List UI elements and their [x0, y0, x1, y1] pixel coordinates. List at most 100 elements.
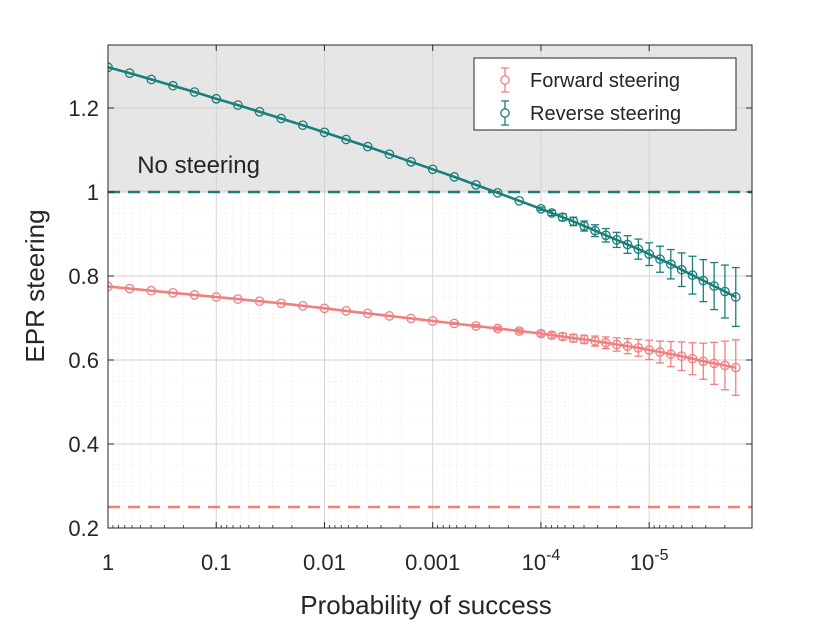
data-point-forward	[427, 316, 438, 326]
data-point-reverse	[687, 270, 698, 281]
x-tick-label: 10-4	[522, 547, 561, 575]
x-tick-label: 1	[102, 550, 114, 575]
data-point-reverse	[622, 239, 633, 250]
data-point-reverse	[579, 221, 590, 231]
data-point-forward	[590, 336, 600, 346]
data-point-reverse	[319, 127, 330, 138]
data-point-forward	[514, 326, 525, 336]
data-point-reverse	[590, 225, 600, 236]
y-tick-label: 0.6	[68, 348, 99, 373]
data-point-forward	[471, 321, 481, 331]
no-steering-label: No steering	[137, 152, 260, 179]
series-layer	[108, 62, 741, 396]
data-point-forward	[665, 349, 676, 359]
data-point-reverse	[297, 120, 308, 131]
data-point-reverse	[384, 149, 395, 160]
data-point-reverse	[406, 156, 416, 167]
x-tick-label: 0.1	[201, 550, 232, 575]
data-point-forward	[276, 298, 287, 309]
data-point-forward	[449, 318, 460, 329]
data-point-forward	[297, 300, 308, 311]
data-point-forward	[709, 358, 719, 369]
data-point-forward	[124, 283, 135, 294]
axes: 1 0.1 0.01 0.001 10-4 10-5 0.2 0.4 0.6 0.8 1 1.2	[68, 45, 752, 575]
data-point-forward	[254, 296, 265, 307]
data-point-forward	[633, 342, 644, 353]
data-point-forward	[655, 347, 665, 357]
data-point-reverse	[644, 249, 655, 260]
y-axis-label: EPR steering	[20, 209, 50, 362]
legend: Forward steering Reverse steering	[473, 57, 737, 131]
data-point-forward	[536, 328, 546, 339]
plot-frame	[107, 44, 753, 529]
data-point-forward	[644, 345, 655, 355]
data-point-forward	[384, 311, 395, 321]
data-point-forward	[146, 285, 157, 296]
y-tick-label: 0.2	[68, 516, 99, 541]
data-point-reverse	[124, 68, 135, 78]
data-point-reverse	[514, 195, 525, 206]
x-tick-label: 0.01	[303, 550, 346, 575]
x-tick-label: 10-5	[630, 547, 669, 575]
data-point-reverse	[536, 203, 546, 214]
data-point-forward	[341, 306, 351, 316]
legend-label-reverse: Reverse steering	[530, 103, 681, 125]
data-point-reverse	[146, 74, 157, 85]
y-tick-label: 1	[87, 180, 99, 205]
data-point-reverse	[557, 212, 568, 223]
data-point-forward	[319, 303, 330, 314]
legend-marker-forward	[500, 75, 510, 85]
data-point-forward	[611, 339, 622, 350]
data-point-forward	[362, 308, 373, 319]
data-point-forward	[687, 353, 698, 364]
legend-marker-reverse	[500, 108, 510, 118]
data-point-forward	[168, 287, 178, 298]
data-point-reverse	[601, 230, 611, 241]
data-point-reverse	[568, 216, 579, 227]
legend-label-forward: Forward steering	[530, 70, 680, 92]
data-point-forward	[720, 360, 730, 371]
y-tick-label: 0.4	[68, 432, 99, 457]
data-point-forward	[579, 334, 590, 345]
y-tick-label: 0.8	[68, 264, 99, 289]
data-point-reverse	[655, 254, 665, 265]
data-point-reverse	[341, 134, 351, 145]
data-point-reverse	[611, 235, 622, 245]
data-point-reverse	[211, 93, 222, 104]
data-point-forward	[622, 341, 633, 351]
legend-box	[473, 57, 737, 131]
data-point-reverse	[665, 259, 676, 270]
data-point-forward	[406, 313, 416, 324]
data-point-forward	[233, 294, 243, 304]
data-point-reverse	[471, 180, 481, 190]
data-point-reverse	[276, 113, 287, 124]
data-point-reverse	[633, 244, 644, 254]
data-point-forward	[698, 356, 709, 367]
data-point-forward	[730, 362, 741, 373]
data-point-reverse	[254, 106, 265, 117]
data-point-reverse	[709, 281, 719, 291]
data-point-forward	[568, 333, 579, 344]
data-point-reverse	[730, 292, 741, 302]
data-point-reverse	[168, 80, 178, 91]
threshold-lines	[108, 190, 752, 509]
data-point-reverse	[676, 264, 687, 275]
series-forward	[108, 281, 741, 396]
data-point-reverse	[189, 87, 200, 97]
data-point-reverse	[492, 187, 503, 198]
data-point-reverse	[427, 164, 438, 175]
x-axis-label: Probability of success	[300, 590, 551, 620]
data-point-reverse	[449, 172, 460, 182]
data-point-reverse	[233, 100, 243, 110]
data-point-reverse	[720, 286, 730, 297]
data-point-forward	[601, 337, 611, 348]
x-tick-label: 0.001	[405, 550, 460, 575]
data-point-forward	[557, 331, 568, 342]
data-point-reverse	[546, 208, 557, 218]
data-point-reverse	[362, 141, 373, 152]
data-point-forward	[546, 330, 557, 341]
data-point-forward	[211, 292, 222, 302]
data-point-reverse	[698, 275, 709, 286]
y-tick-label: 1.2	[68, 96, 99, 121]
